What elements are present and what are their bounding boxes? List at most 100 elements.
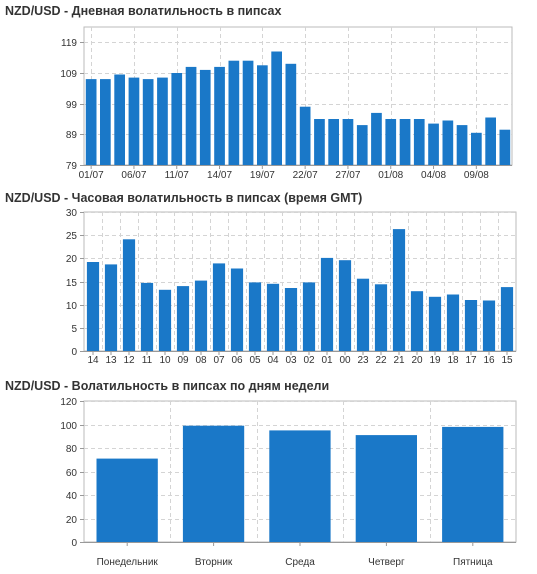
x-tick-label: 13 (105, 355, 117, 366)
bar (314, 119, 325, 165)
bar (413, 119, 425, 165)
bar (114, 74, 125, 165)
x-tick-label: 04 (267, 355, 279, 366)
x-tick-label: 19 (429, 355, 441, 366)
y-tick-label: 40 (66, 491, 78, 502)
bar (485, 117, 496, 165)
y-tick-label: 20 (66, 254, 78, 265)
bar (428, 296, 442, 351)
bar (320, 257, 334, 351)
x-tick-label: 12 (123, 355, 135, 366)
chart-title: NZD/USD - Часовая волатильность в пипсах… (5, 191, 363, 205)
bar (299, 106, 311, 165)
bar (385, 119, 397, 165)
y-tick-label: 15 (66, 278, 78, 289)
x-tick-label: 10 (159, 355, 171, 366)
x-tick-label: 23 (357, 355, 369, 366)
x-tick-label: 06/07 (121, 170, 146, 181)
bar (371, 112, 382, 165)
bar (392, 229, 406, 351)
bar (269, 430, 331, 542)
bar (500, 287, 514, 351)
chart-title: NZD/USD - Дневная волатильность в пипсах (5, 4, 282, 18)
x-tick-label: 00 (339, 355, 351, 366)
bar (356, 125, 368, 165)
y-tick-label: 80 (66, 444, 78, 455)
bar (199, 69, 211, 165)
x-tick-label: 09/08 (464, 170, 489, 181)
bar (96, 458, 158, 542)
bar (284, 288, 298, 351)
x-tick-label: 01 (321, 355, 333, 366)
x-tick-label: 01/07 (79, 170, 104, 181)
y-tick-label: 30 (66, 208, 78, 219)
bar (342, 119, 354, 165)
bar (100, 79, 111, 165)
y-tick-label: 99 (66, 100, 78, 111)
x-tick-label: 03 (285, 355, 297, 366)
x-tick-label: 04/08 (421, 170, 446, 181)
x-tick-label: 02 (303, 355, 315, 366)
y-tick-label: 5 (71, 324, 77, 335)
bar (122, 239, 136, 351)
bar (158, 289, 172, 351)
bar (185, 66, 197, 165)
bar (194, 280, 208, 351)
weekday-chart-svg: 0 20 40 60 80 100 120 Понедельник Вторник Среда Че… (60, 397, 517, 568)
y-tick-label: 109 (60, 69, 77, 80)
bar (285, 63, 297, 165)
y-tick-label: 89 (66, 130, 78, 141)
x-tick-label: 14 (87, 355, 99, 366)
bar (499, 129, 511, 165)
bar (356, 278, 370, 351)
x-tick-label: 18 (447, 355, 459, 366)
x-tick-label: 09 (177, 355, 189, 366)
bar (446, 294, 460, 351)
bar (482, 300, 496, 351)
x-tick-label: 14/07 (207, 170, 232, 181)
x-tick-label: Вторник (195, 557, 233, 568)
x-tick-label: 11 (142, 355, 153, 366)
bar (257, 65, 268, 165)
bar (248, 282, 262, 351)
bar (374, 284, 388, 351)
y-tick-label: 100 (60, 421, 77, 432)
bar (230, 268, 244, 351)
bar (176, 286, 190, 351)
x-tick-label: 15 (501, 355, 513, 366)
x-tick-label: 27/07 (335, 170, 360, 181)
x-tick-label: 16 (483, 355, 495, 366)
bar (212, 263, 226, 351)
bar (182, 425, 245, 542)
bar (104, 264, 118, 351)
bar (355, 435, 417, 542)
bar (456, 125, 468, 165)
x-tick-label: 20 (411, 355, 423, 366)
y-tick-label: 119 (61, 38, 77, 49)
bar (171, 73, 183, 165)
x-tick-label: Четверг (368, 557, 405, 568)
x-tick-label: 08 (195, 355, 207, 366)
bar (266, 283, 280, 351)
bar (85, 79, 97, 165)
bar (328, 119, 339, 165)
bar (271, 51, 282, 165)
x-tick-label: Пятница (453, 557, 493, 568)
bar (242, 60, 254, 166)
x-tick-label: 07 (213, 355, 225, 366)
x-tick-label: Понедельник (97, 557, 159, 568)
y-tick-label: 79 (66, 161, 78, 172)
bar (214, 66, 225, 165)
y-tick-label: 25 (66, 231, 78, 242)
x-tick-label: 21 (393, 355, 405, 366)
bar (442, 120, 454, 165)
x-tick-label: 06 (231, 355, 243, 366)
y-tick-label: 60 (66, 468, 78, 479)
y-tick-label: 120 (60, 397, 77, 408)
y-tick-label: 20 (66, 515, 78, 526)
bar (228, 60, 240, 166)
chart-title: NZD/USD - Волатильность в пипсах по дням… (5, 379, 330, 393)
x-tick-label: 22 (375, 355, 387, 366)
bar (442, 426, 504, 542)
